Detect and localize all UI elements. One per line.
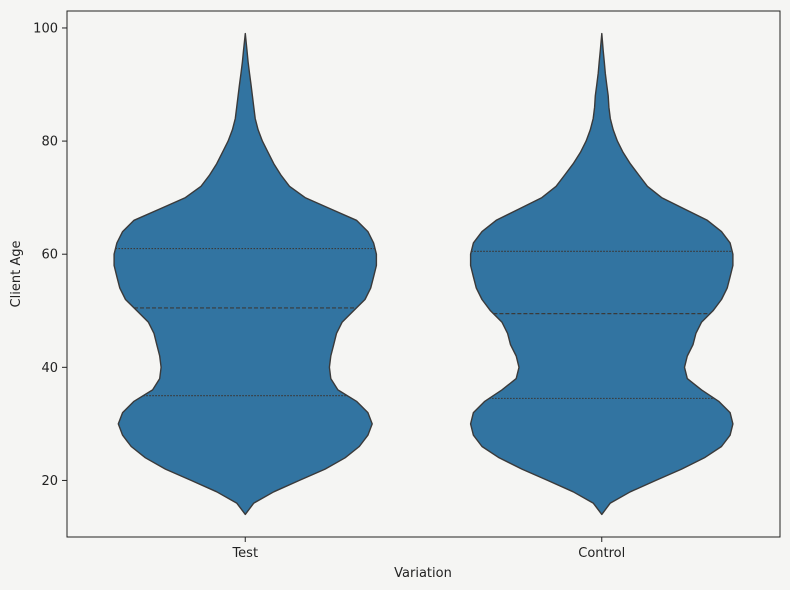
- violin-control: [469, 32, 734, 516]
- x-tick-label: Control: [578, 546, 625, 561]
- y-tick-label: 100: [33, 21, 58, 36]
- violins-group: [113, 32, 734, 516]
- y-tick-label: 80: [41, 135, 58, 150]
- x-tick-label: Test: [231, 546, 258, 561]
- x-axis: Test Control: [231, 537, 625, 561]
- y-tick-label: 40: [41, 361, 58, 376]
- y-axis: 20 40 60 80 100: [33, 21, 67, 489]
- x-axis-label: Variation: [394, 566, 452, 581]
- violin-test: [113, 32, 378, 516]
- y-axis-label: Client Age: [9, 241, 24, 308]
- y-tick-label: 60: [41, 248, 58, 263]
- y-tick-label: 20: [41, 474, 58, 489]
